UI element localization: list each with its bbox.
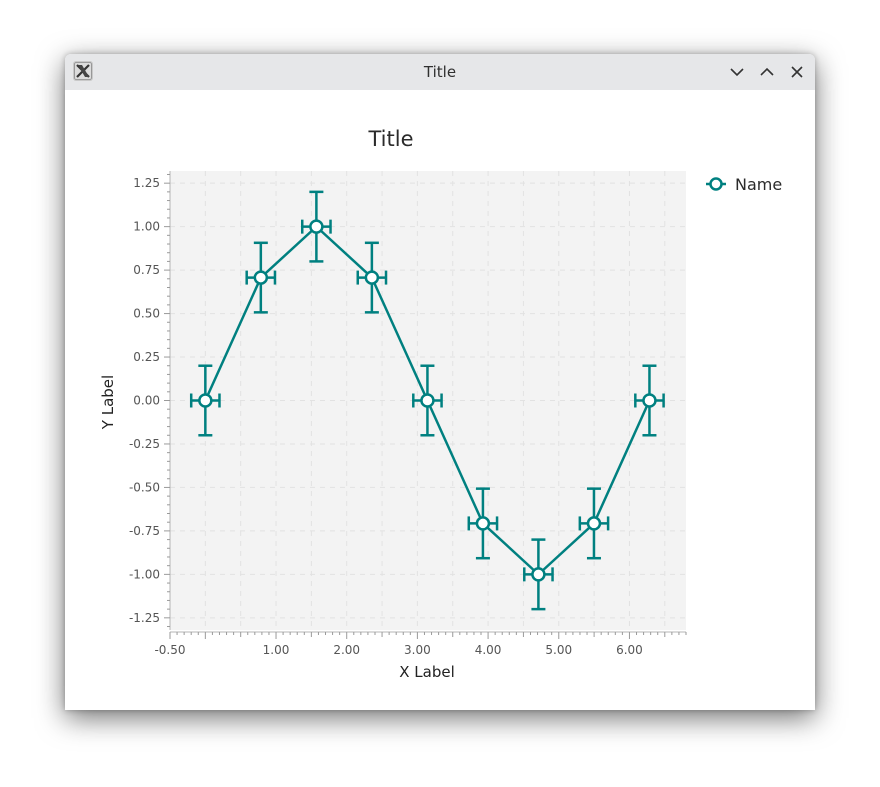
y-tick-label: -0.25	[129, 437, 160, 451]
axes: 1.25 1.00 0.75 0.50 0.25 0.00 -0.25 -0.50 -0.75 -…	[129, 171, 687, 657]
x-tick-label: 4.00	[475, 643, 502, 657]
y-tick-label: -1.25	[129, 611, 160, 625]
data-point	[412, 364, 443, 437]
data-point	[578, 487, 610, 560]
data-marker	[309, 219, 324, 234]
x-tick-label: -0.50	[154, 643, 185, 657]
y-tick-label: 0.25	[133, 350, 160, 364]
y-tick-label: 1.00	[133, 220, 160, 234]
grid	[170, 171, 686, 630]
data-point	[467, 487, 499, 560]
y-axis-label: Y Label	[99, 375, 117, 430]
data-marker	[531, 567, 546, 582]
x-app-icon	[73, 61, 93, 81]
data-point	[245, 241, 277, 314]
data-marker	[364, 270, 380, 285]
data-point	[301, 190, 332, 263]
chart-panel: Title 1.25 1.00 0.75 0.50 0.25 0.00 -0.25 -0.50…	[65, 90, 815, 710]
y-tick-label: 0.00	[133, 394, 160, 408]
legend-label: Name	[735, 175, 782, 194]
minimize-icon[interactable]	[727, 62, 747, 82]
data-marker	[253, 270, 269, 285]
data-point	[356, 241, 388, 314]
y-tick-label: 1.25	[133, 176, 160, 190]
y-tick-label: -0.75	[129, 524, 160, 538]
data-marker	[198, 393, 213, 408]
series-layer	[189, 190, 665, 611]
x-tick-label: 1.00	[263, 643, 290, 657]
data-marker	[420, 393, 435, 408]
close-icon[interactable]	[787, 62, 807, 82]
x-tick-label: 2.00	[333, 643, 360, 657]
title-bar[interactable]: Title	[65, 54, 815, 91]
chart: Title 1.25 1.00 0.75 0.50 0.25 0.00 -0.25 -0.50…	[99, 127, 782, 681]
y-tick-label: 0.50	[133, 307, 160, 321]
chart-title: Title	[367, 127, 413, 151]
y-tick-label: -1.00	[129, 567, 160, 581]
window-title: Title	[423, 63, 457, 81]
y-tick-label: 0.75	[133, 263, 160, 277]
x-axis-label: X Label	[399, 663, 455, 681]
x-tick-label: 5.00	[545, 643, 572, 657]
x-tick-label: 6.00	[616, 643, 643, 657]
data-point	[523, 538, 554, 611]
x-tick-label: 3.00	[404, 643, 431, 657]
data-point	[634, 364, 665, 437]
legend-marker	[709, 177, 723, 191]
y-tick-label: -0.50	[129, 480, 160, 494]
maximize-icon[interactable]	[757, 62, 777, 82]
data-marker	[642, 393, 657, 408]
app-window: Title Title 1.25 1.00 0.75 0.50 0.25 0.00 -0.2…	[65, 54, 815, 710]
data-marker	[586, 516, 602, 531]
data-marker	[475, 516, 491, 531]
data-point	[189, 364, 221, 437]
legend: Name	[706, 175, 782, 194]
